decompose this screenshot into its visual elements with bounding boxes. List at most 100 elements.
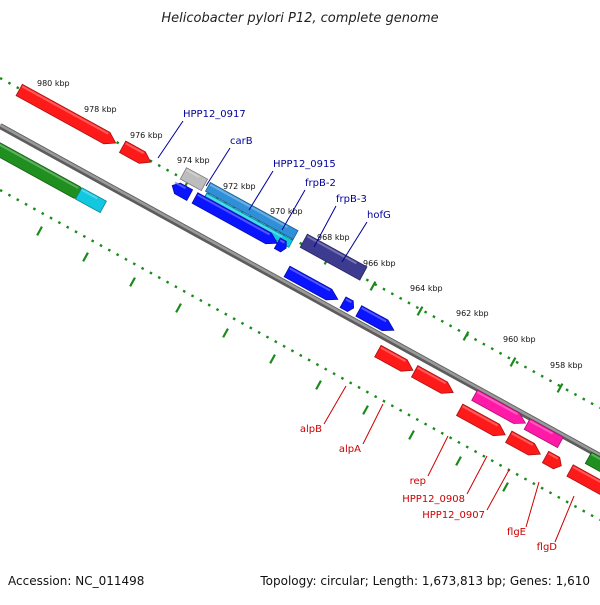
gene-feature bbox=[505, 430, 541, 456]
leader-line bbox=[313, 205, 337, 248]
tick-mark bbox=[222, 328, 229, 338]
tick-label: 970 kbp bbox=[270, 207, 303, 216]
leader-line bbox=[486, 469, 510, 511]
gene-feature bbox=[75, 187, 107, 214]
feature-layer bbox=[0, 83, 600, 495]
tick-mark bbox=[129, 277, 136, 287]
gene-feature bbox=[541, 450, 562, 470]
backbone bbox=[0, 123, 600, 457]
tick-mark bbox=[416, 306, 424, 316]
tick-label: 974 kbp bbox=[177, 156, 210, 165]
tick-mark bbox=[462, 331, 470, 341]
gene-feature bbox=[455, 403, 506, 437]
gene-feature-highlight bbox=[81, 189, 98, 200]
tick-mark bbox=[502, 482, 509, 492]
gene-feature-highlight bbox=[197, 194, 271, 236]
leader-line bbox=[341, 221, 368, 263]
leader-line bbox=[281, 189, 306, 231]
gene-feature bbox=[410, 365, 454, 394]
gene-feature bbox=[355, 305, 395, 332]
gene-feature-highlight bbox=[306, 235, 357, 265]
tick-label: 958 kbp bbox=[550, 361, 583, 370]
tick-mark bbox=[362, 405, 369, 415]
gene-feature bbox=[15, 83, 117, 145]
gene-label: HPP12_0908 bbox=[402, 494, 465, 505]
gene-feature bbox=[374, 344, 414, 372]
gene-feature-highlight bbox=[186, 169, 200, 178]
tick-label: 972 kbp bbox=[223, 182, 256, 191]
leader-line bbox=[466, 455, 488, 495]
gene-feature-highlight bbox=[361, 307, 387, 323]
label-layer: HPP12_0917 carB HPP12_0915 frpB-2frpB-3hofG… bbox=[157, 109, 575, 553]
tick-label: 960 kbp bbox=[503, 335, 536, 344]
leader-line bbox=[157, 120, 184, 159]
gene-feature bbox=[471, 389, 527, 424]
gene-feature-highlight bbox=[476, 391, 519, 416]
tick-mark bbox=[82, 252, 89, 262]
tick-label: 968 kbp bbox=[317, 233, 350, 242]
gene-feature bbox=[118, 140, 152, 164]
leader-line bbox=[323, 385, 347, 425]
tick-mark bbox=[556, 383, 564, 393]
tick-mark bbox=[408, 430, 415, 440]
gene-feature-highlight bbox=[511, 432, 534, 446]
summary-text: Topology: circular; Length: 1,673,813 bp… bbox=[259, 574, 590, 588]
gene-feature bbox=[566, 464, 600, 495]
gene-feature bbox=[299, 233, 368, 281]
gene-feature-highlight bbox=[345, 298, 352, 304]
gene-label: flgE bbox=[507, 527, 526, 538]
gene-feature bbox=[204, 181, 299, 240]
tick-label: 980 kbp bbox=[37, 79, 70, 88]
gene-label: HPP12_0915 bbox=[273, 159, 336, 170]
gene-label: flgD bbox=[537, 542, 558, 553]
leader-line bbox=[248, 170, 274, 211]
tick-label: 976 kbp bbox=[130, 131, 163, 140]
tick-mark bbox=[269, 354, 276, 364]
gene-feature-highlight bbox=[206, 194, 283, 238]
tick-mark bbox=[509, 357, 517, 367]
leader-line bbox=[554, 495, 575, 543]
gene-feature-highlight bbox=[289, 267, 331, 292]
gene-label: HPP12_0907 bbox=[422, 510, 485, 521]
gene-feature bbox=[191, 192, 278, 245]
leader-line bbox=[427, 435, 449, 477]
tick-track-lower bbox=[0, 188, 600, 522]
tick-mark bbox=[175, 303, 182, 313]
gene-feature-highlight bbox=[548, 452, 559, 460]
gene-label: rep bbox=[410, 476, 426, 487]
gene-feature-highlight bbox=[591, 453, 600, 461]
gene-feature-highlight bbox=[417, 367, 447, 385]
gene-feature-highlight bbox=[21, 85, 109, 135]
gene-feature-highlight bbox=[529, 420, 554, 435]
gene-label: alpA bbox=[339, 444, 361, 455]
tick-layer: 980 kbp 978 kbp 976 kbp 974 kbp 972 kbp 970 k… bbox=[36, 79, 583, 492]
gene-feature bbox=[171, 182, 194, 201]
tick-label: 978 kbp bbox=[84, 105, 117, 114]
tick-mark bbox=[36, 226, 43, 236]
map-title: Helicobacter pylori P12, complete genome bbox=[161, 11, 438, 26]
leader-line bbox=[362, 403, 384, 445]
gene-feature bbox=[283, 265, 339, 301]
gene-feature-highlight bbox=[125, 142, 145, 155]
gene-label: HPP12_0917 bbox=[183, 109, 246, 120]
gene-feature-highlight bbox=[572, 466, 600, 483]
gene-label: frpB-2 bbox=[305, 178, 336, 189]
gene-feature bbox=[523, 418, 564, 449]
gene-feature-highlight bbox=[279, 239, 285, 244]
leader-line bbox=[205, 147, 231, 187]
tick-mark bbox=[369, 281, 377, 291]
gene-label: frpB-3 bbox=[336, 194, 367, 205]
tick-mark bbox=[455, 456, 462, 466]
accession-text: Accession: NC_011498 bbox=[8, 574, 144, 588]
gene-feature-highlight bbox=[0, 143, 79, 189]
gene-feature-highlight bbox=[462, 405, 499, 427]
tick-label: 966 kbp bbox=[363, 259, 396, 268]
gene-label: hofG bbox=[367, 210, 391, 221]
gene-feature bbox=[179, 167, 209, 192]
gene-feature-highlight bbox=[209, 183, 288, 228]
gene-feature-highlight bbox=[380, 346, 406, 362]
tick-label: 962 kbp bbox=[456, 309, 489, 318]
leader-line bbox=[525, 481, 540, 528]
